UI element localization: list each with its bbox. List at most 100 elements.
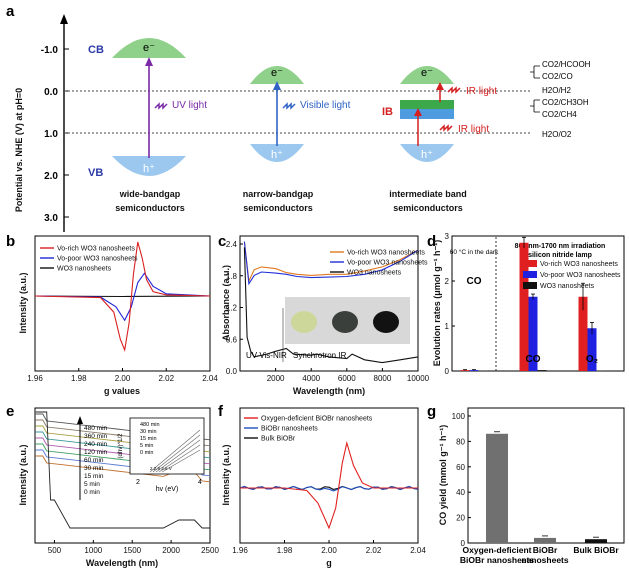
lamp-note-1: 800 nm-1700 nm irradiation (515, 243, 606, 250)
uv-light-icon (154, 102, 168, 110)
visible-light-icon (282, 102, 296, 110)
time-arrow-head (77, 416, 83, 424)
panel-label-b: b (6, 233, 15, 250)
d-legend-swatch (523, 282, 537, 289)
panel-g: g CO yield (mmol g⁻¹ h⁻¹) 0 20 40 60 80 100 O… (427, 403, 625, 565)
redox-h2o-h2: H2O/H2 (542, 86, 571, 95)
panel-g-ylabel: CO yield (mmol g⁻¹ h⁻¹) (438, 425, 448, 526)
g-bar (534, 537, 556, 543)
a-tick-label: 0.0 (44, 87, 58, 98)
wide-hole: h⁺ (143, 163, 155, 175)
g-bar (486, 433, 508, 543)
d-category-label: CO (467, 276, 482, 287)
visible-light-label: Visible light (300, 100, 351, 111)
c-series-line (243, 247, 419, 364)
d-category-label: CO (526, 354, 541, 365)
inset-curve (149, 429, 201, 473)
b-series-line (34, 241, 211, 353)
b-series-line (34, 272, 211, 322)
sample-vo-rich-powder (373, 311, 399, 333)
redox-co2-ch4: CO2/CH4 (542, 110, 577, 119)
panel-a: a Potential vs. NHE (V) at pH=0 -1.0 0.0 1… (6, 3, 591, 232)
e-time-label: 5 min (84, 481, 100, 488)
inset-xlabel: hv (eV) (156, 486, 179, 493)
g-bar (585, 539, 607, 543)
panel-label-d: d (427, 233, 436, 250)
e-series-line (35, 411, 210, 529)
sample-vo-poor-powder (332, 311, 358, 333)
g-ytick-label: 80 (456, 437, 465, 446)
d-legend-label: Vo-poor WO3 nanosheets (540, 272, 621, 279)
f-xtick-label: 1.98 (277, 546, 293, 555)
narrow-arrow-head (273, 81, 281, 90)
ib-label-1: intermediate band (389, 189, 467, 199)
panel-label-c: c (218, 233, 226, 250)
inset-curve (161, 449, 201, 473)
inset-time-label: 15 min (140, 436, 157, 442)
wide-label-2: semiconductors (115, 203, 185, 213)
d-legend-swatch (523, 271, 537, 278)
d-legend-label: Vo-rich WO3 nanosheets (540, 261, 618, 268)
wide-vb-band (112, 156, 186, 176)
inset-ylabel: (αhv)^1/2 (118, 433, 124, 459)
redox-h2o-o2: H2O/O2 (542, 130, 572, 139)
e-xtick-label: 1000 (84, 546, 102, 555)
panel-label-a: a (6, 3, 15, 20)
e-time-label: 30 min (84, 465, 104, 472)
f-xtick-label: 2.02 (366, 546, 382, 555)
panel-c-xlabel: Wavelength (nm) (293, 386, 365, 396)
e-time-label: 360 min (84, 433, 108, 440)
narrow-label-1: narrow-bandgap (243, 189, 314, 199)
ir-light-label-1: IR light (466, 86, 497, 97)
c-xtick-label: 4000 (302, 374, 320, 383)
a-tick-label: 3.0 (44, 213, 58, 224)
d-legend-label: WO3 nanosheets (540, 283, 595, 290)
ib-hole: h⁺ (421, 149, 433, 161)
panel-label-e: e (6, 403, 14, 420)
d-bar (528, 296, 538, 371)
uv-vis-nir-text: UV-Vis-NIR (246, 351, 287, 360)
panel-a-y-arrow (60, 14, 68, 24)
inset-time-label: 30 min (140, 429, 157, 435)
ib-vb-band (400, 144, 454, 162)
redox-co2-ch3oh: CO2/CH3OH (542, 98, 589, 107)
e-time-label: 15 min (84, 473, 104, 480)
b-xtick-label: 2.02 (158, 374, 174, 383)
ib-electron: e⁻ (421, 67, 433, 79)
redox-bracket-top (530, 65, 540, 79)
ib-label: IB (382, 106, 393, 118)
b-legend-label: Vo-poor WO3 nanosheets (57, 256, 138, 263)
e-time-label: 60 min (84, 457, 104, 464)
b-legend-label: Vo-rich WO3 nanosheets (57, 246, 135, 253)
panel-b: b Intensity (a.u.) g values 1.96 1.98 2.00… (6, 233, 218, 396)
c-series-line (243, 241, 419, 286)
a-tick-label: 1.0 (44, 129, 58, 140)
panel-b-xlabel: g values (104, 386, 140, 396)
e-xtick-label: 2000 (162, 546, 180, 555)
panel-a-y-axis-label: Potential vs. NHE (V) at pH=0 (14, 88, 24, 212)
g-category-label: BiOBr nanosheets (521, 545, 569, 565)
d-legend-swatch (523, 260, 537, 267)
lamp-note-2: silicon nitride lamp (528, 252, 592, 259)
ir-arrow-2-head (436, 82, 444, 90)
uv-light-label: UV light (172, 100, 207, 111)
inset-time-label: 480 min (140, 422, 160, 428)
panel-d-ylabel: Evolution rates (μmol g⁻¹ h⁻¹) (432, 240, 442, 367)
d-ytick-label: 0 (445, 367, 450, 376)
panel-c: c Absorbance (a.u.) Wavelength (nm) 2000… (218, 233, 430, 396)
wide-label-1: wide-bandgap (119, 189, 181, 199)
ir-light-label-2: IR light (458, 124, 489, 135)
sample-wo3-powder (291, 311, 317, 333)
f-xtick-label: 1.96 (232, 546, 248, 555)
g-ytick-label: 20 (456, 514, 465, 523)
d-bar (578, 296, 588, 371)
panel-c-ylabel: Absorbance (a.u.) (221, 265, 231, 341)
d-bar (587, 328, 597, 371)
inset-values: 2.2.9 2.6 V (150, 466, 172, 471)
redox-bracket-mid (530, 99, 540, 113)
panel-e-ylabel: Intensity (a.u.) (18, 444, 28, 505)
narrow-hole: h⁺ (271, 149, 283, 161)
synchrotron-ir-text: Synchrotron IR (293, 351, 347, 360)
a-tick-label: 2.0 (44, 171, 58, 182)
